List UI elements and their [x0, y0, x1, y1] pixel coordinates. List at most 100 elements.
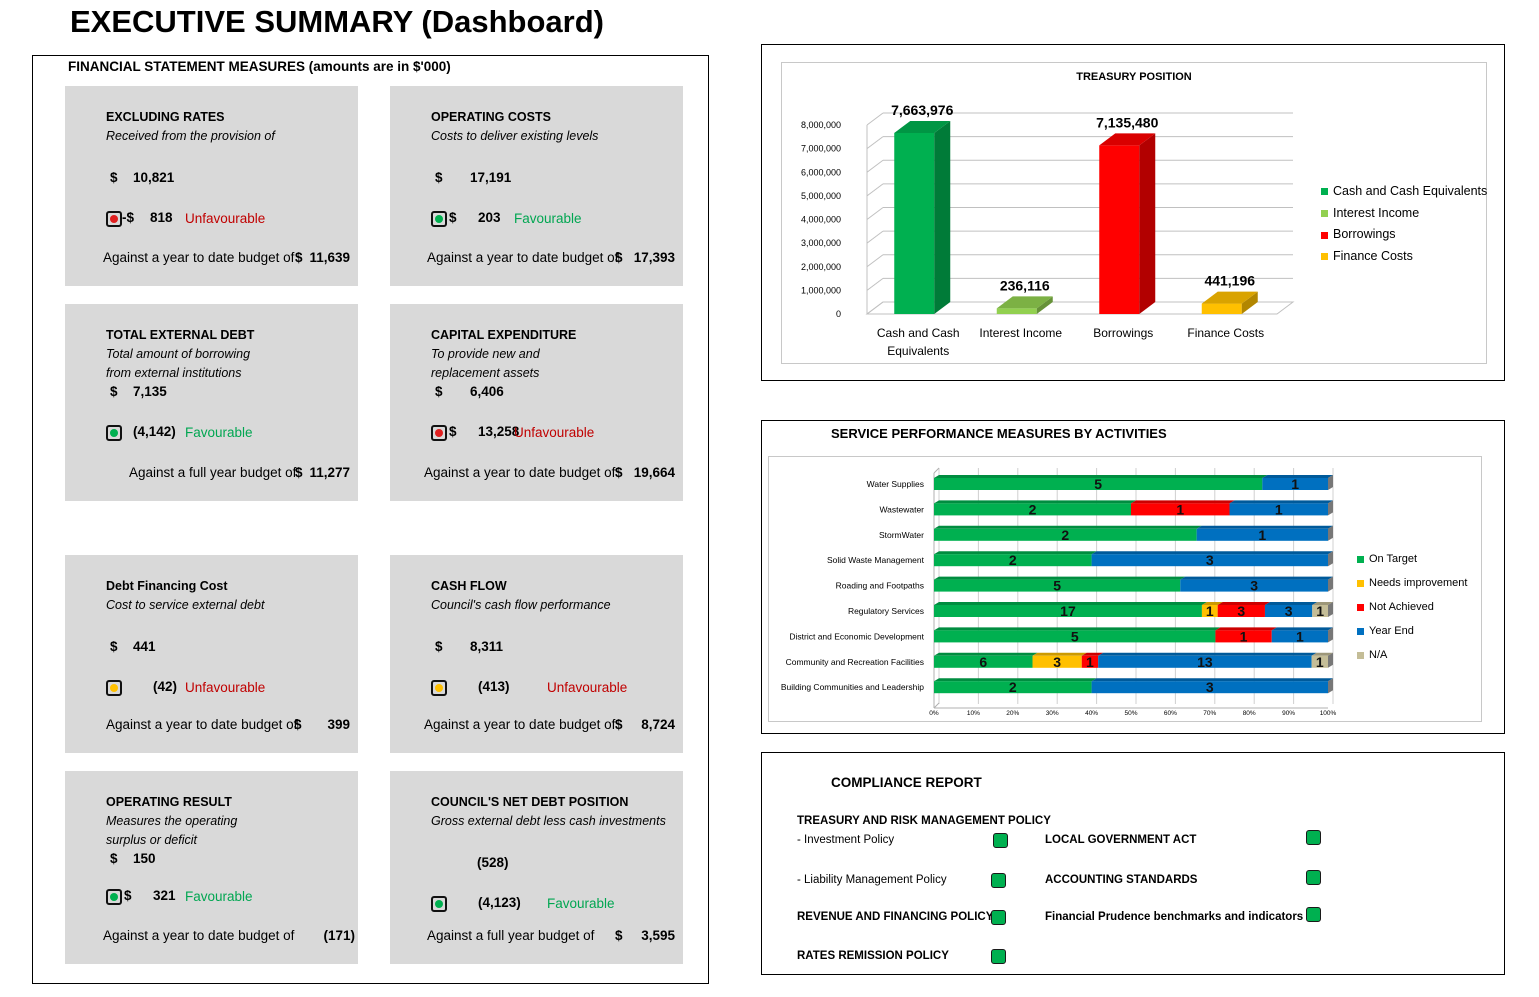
compliance-status-icon — [1306, 830, 1321, 845]
treasury-chart-title: TREASURY POSITION — [1076, 71, 1192, 83]
budget-currency: $ — [615, 717, 623, 732]
legend-swatch — [1357, 579, 1364, 587]
stack-segment-label: 5 — [1094, 476, 1102, 492]
treasury-bar-side — [1241, 291, 1258, 314]
stack-segment-top — [1201, 602, 1223, 605]
green-status-light-icon — [106, 425, 122, 441]
legend-label: Not Achieved — [1369, 601, 1434, 613]
y-category-label: Solid Waste Management — [827, 555, 925, 565]
green-status-light-icon — [431, 896, 447, 912]
legend-swatch — [1321, 253, 1328, 261]
red-status-light-icon — [431, 425, 447, 441]
bar-end-cap — [1328, 602, 1333, 617]
x-tick-label: 0% — [929, 710, 939, 717]
stack-segment-top — [1217, 602, 1270, 605]
budget-currency: $ — [295, 465, 303, 480]
stack-segment-top — [934, 602, 1207, 605]
stack-segment-top — [934, 652, 1038, 656]
legend-item: Cash and Cash Equivalents — [1321, 184, 1487, 198]
bar-end-cap — [1328, 627, 1333, 643]
y-tick-label: 7,000,000 — [801, 144, 841, 154]
y-category-label: Roading and Footpaths — [836, 581, 924, 591]
x-tick-label: 70% — [1203, 710, 1216, 717]
stack-segment-label: 1 — [1258, 527, 1266, 543]
page-title: EXECUTIVE SUMMARY (Dashboard) — [70, 4, 604, 39]
y-tick-label: 4,000,000 — [801, 215, 841, 225]
stack-segment-label: 3 — [1053, 654, 1061, 670]
card-description: Gross external debt less cash investment… — [431, 814, 666, 828]
variance-status: Unfavourable — [185, 680, 266, 695]
treasury-bar-top — [996, 296, 1053, 309]
variance-value: (4,123) — [478, 895, 521, 910]
legend-item: Needs improvement — [1357, 577, 1467, 589]
variance-status: Favourable — [185, 425, 253, 440]
compliance-status-icon — [1306, 907, 1321, 922]
measure-card: CASH FLOW Council's cash flow performance… — [390, 555, 683, 753]
treasury-data-label: 7,135,480 — [1096, 114, 1158, 130]
budget-value: 17,393 — [633, 250, 675, 265]
axis-line — [933, 702, 940, 709]
stack-segment-top — [934, 475, 1268, 478]
legend-label: Cash and Cash Equivalents — [1333, 184, 1488, 198]
actual-value: 150 — [133, 851, 156, 866]
stack-segment — [1262, 478, 1328, 490]
measure-card: Debt Financing Cost Cost to service exter… — [65, 555, 358, 753]
x-tick-label: 30% — [1046, 710, 1059, 717]
actual-currency: $ — [435, 384, 443, 399]
stack-segment — [1091, 554, 1328, 567]
legend-label: Interest Income — [1333, 205, 1420, 220]
legend-swatch — [1357, 603, 1364, 611]
stack-segment — [1229, 503, 1328, 516]
measure-card: TOTAL EXTERNAL DEBT Total amount of borro… — [65, 304, 358, 501]
measure-card: OPERATING RESULT Measures the operating su… — [65, 771, 358, 964]
x-tick-label: 10% — [967, 710, 980, 717]
variance-status: Unfavourable — [185, 211, 266, 226]
budget-currency: $ — [615, 928, 623, 943]
stack-segment — [1081, 655, 1099, 668]
gridline — [866, 254, 884, 268]
card-description: Total amount of borrowing — [106, 347, 251, 361]
legend-swatch — [1321, 209, 1328, 217]
treasury-bar-front — [996, 308, 1037, 314]
legend-swatch — [1321, 188, 1328, 196]
budget-label: Against a year to date budget of — [424, 465, 616, 480]
yellow-status-light-icon — [431, 680, 447, 696]
service-chart: 0% 10% 20% 30% 40% 50% 60% 70% 80% 90% 100% Water S… — [781, 467, 1337, 717]
measure-card: EXCLUDING RATES Received from the provisi… — [65, 86, 358, 286]
gridline — [866, 159, 884, 173]
variance-value: (413) — [478, 679, 510, 694]
x-tick-label: Borrowings — [1093, 326, 1153, 340]
green-status-light-icon — [106, 889, 122, 905]
stack-segment-top — [1271, 627, 1333, 631]
stack-segment — [934, 528, 1197, 541]
red-status-light-icon — [106, 211, 122, 227]
stack-segment-top — [1196, 525, 1333, 529]
variance-currency: -$ — [122, 210, 135, 225]
stack-segment-top — [1215, 627, 1277, 631]
stack-segment — [1032, 655, 1082, 668]
budget-label: Against a year to date budget of — [106, 717, 298, 732]
stack-segment-label: 1 — [1275, 501, 1283, 517]
stack-segment-label: 6 — [979, 654, 987, 670]
y-tick-label: 5,000,000 — [801, 191, 841, 201]
gridline — [866, 207, 884, 220]
stack-segment-top — [1091, 678, 1333, 682]
card-description: surplus or deficit — [106, 833, 198, 847]
x-tick-label: 50% — [1124, 710, 1137, 717]
budget-value: 11,277 — [309, 465, 350, 480]
treasury-bar-front — [1099, 145, 1140, 314]
stack-segment — [1131, 503, 1230, 516]
variance-value: 818 — [150, 210, 173, 225]
treasury-panel — [761, 44, 1505, 381]
y-tick-label: 1,000,000 — [801, 285, 841, 295]
yellow-status-light-icon — [106, 680, 122, 696]
y-tick-label: 0 — [836, 309, 841, 319]
bar-end-cap — [1328, 551, 1333, 567]
actual-currency: $ — [110, 384, 118, 399]
variance-status: Favourable — [185, 889, 253, 904]
stack-segment-top — [1180, 576, 1333, 580]
stack-segment-label: 3 — [1237, 603, 1245, 619]
compliance-item-label: - Investment Policy — [797, 834, 895, 846]
stack-segment — [1217, 605, 1265, 617]
gridline — [866, 277, 884, 291]
